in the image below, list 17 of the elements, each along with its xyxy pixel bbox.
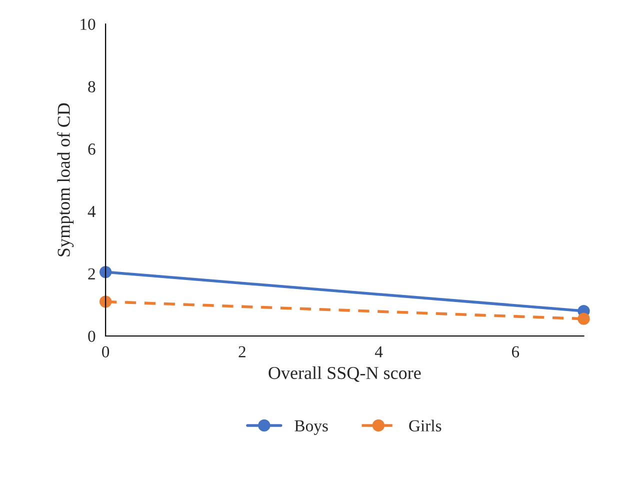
point xyxy=(99,266,112,278)
x-tick-label: 6 xyxy=(512,346,520,358)
x-axis-title: Overall SSQ-N score xyxy=(268,366,421,382)
y-tick-label: 2 xyxy=(88,268,95,280)
x-tick-label: 4 xyxy=(374,346,383,358)
point xyxy=(578,312,590,325)
y-tick-label: 6 xyxy=(88,144,96,155)
y-tick-label: 4 xyxy=(88,206,96,217)
x-tick-label: 2 xyxy=(238,346,246,358)
y-tick-label: 8 xyxy=(88,81,96,92)
y-tick-label: 0 xyxy=(88,330,96,342)
y-tick-label: 10 xyxy=(80,18,96,30)
legend-label: Girls xyxy=(409,420,442,432)
point xyxy=(99,296,112,308)
x-tick-label: 0 xyxy=(102,346,110,358)
legend-label: Boys xyxy=(294,420,328,435)
y-axis-title: Symptom load of CD xyxy=(57,103,74,256)
